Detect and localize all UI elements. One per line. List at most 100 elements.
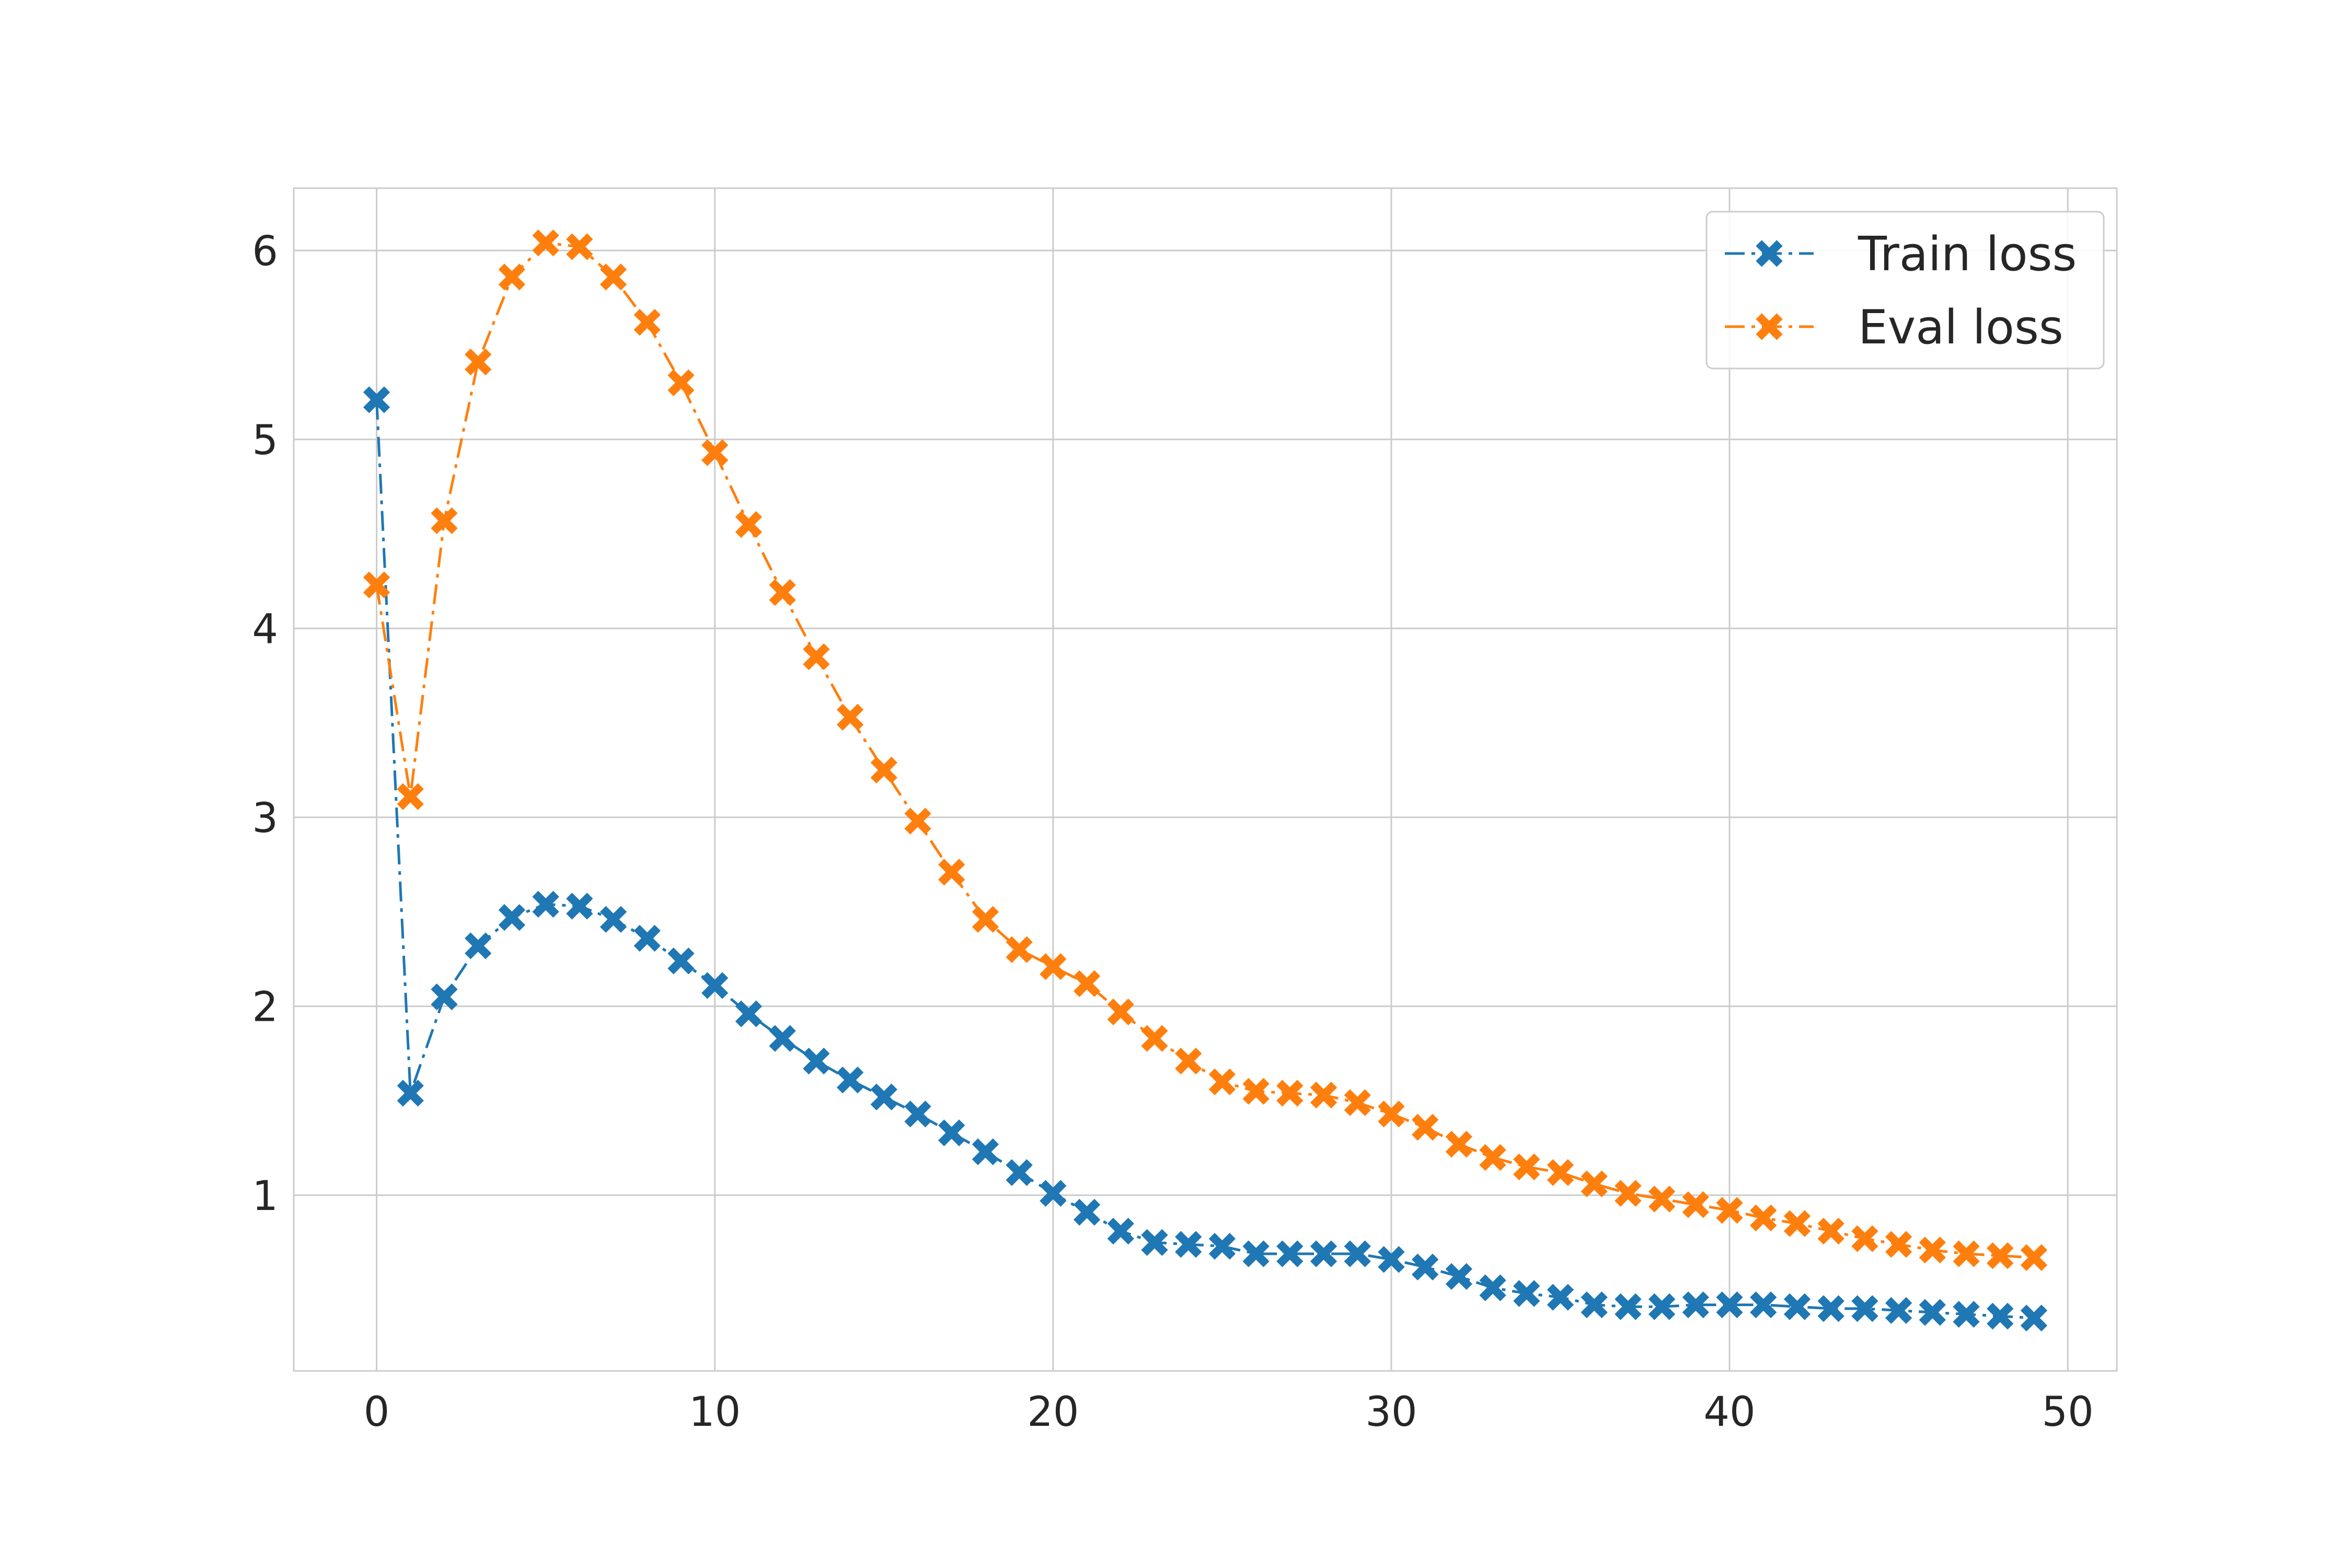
data-point-marker [599, 906, 627, 933]
legend-item: Eval loss [1725, 300, 2063, 355]
series-eval-loss [363, 229, 2048, 1271]
data-point-marker [836, 704, 864, 731]
data-point-marker [1750, 1204, 1777, 1231]
legend-box [1705, 211, 2105, 370]
data-point-marker [1851, 1225, 1878, 1252]
data-point-marker [1547, 1284, 1574, 1311]
data-point-marker [1919, 1299, 1946, 1326]
data-point-marker [2020, 1244, 2048, 1271]
data-point-marker [532, 891, 559, 918]
data-point-marker [1885, 1297, 1912, 1324]
data-point-marker [1953, 1240, 1980, 1267]
y-tick-label: 5 [252, 417, 278, 464]
data-point-marker [397, 1079, 424, 1107]
data-point-marker [1006, 1159, 1033, 1186]
data-point-marker [363, 386, 390, 413]
data-point-marker [1953, 1300, 1980, 1328]
data-point-marker [836, 1066, 864, 1093]
data-point-marker [1648, 1185, 1676, 1213]
x-tick-label: 20 [1027, 1389, 1079, 1436]
plot-area-background [294, 188, 2117, 1371]
data-point-marker [1344, 1240, 1371, 1267]
y-tick-label: 4 [252, 606, 278, 653]
data-point-marker [1513, 1280, 1540, 1307]
data-point-marker [1682, 1291, 1709, 1319]
data-point-marker [1242, 1078, 1270, 1105]
data-point-marker [431, 507, 458, 534]
data-point-marker [1378, 1100, 1405, 1128]
data-point-marker [1581, 1170, 1608, 1197]
data-point-marker [1615, 1293, 1642, 1320]
series-layer [363, 229, 2048, 1332]
data-point-marker [701, 439, 729, 466]
data-point-marker [1445, 1263, 1472, 1290]
data-point-marker [1479, 1274, 1506, 1301]
data-point-marker [1547, 1159, 1574, 1186]
data-point-marker [1411, 1114, 1439, 1141]
data-point-marker [498, 263, 526, 291]
data-point-marker [769, 579, 796, 606]
data-point-marker [1344, 1089, 1371, 1116]
data-point-marker [1006, 936, 1033, 963]
data-point-marker [1378, 1246, 1405, 1273]
legend: Train loss Eval loss [1705, 211, 2105, 370]
data-point-marker [1817, 1295, 1844, 1322]
data-point-marker [1073, 970, 1101, 997]
data-point-marker [870, 1083, 897, 1111]
y-tick-label: 3 [252, 795, 278, 842]
data-point-marker [633, 309, 661, 336]
data-point-marker [803, 643, 830, 671]
plot-frame [293, 187, 2118, 1372]
data-point-marker [1783, 1293, 1811, 1320]
data-point-marker [1817, 1217, 1844, 1245]
data-point-marker [1276, 1240, 1304, 1267]
data-point-marker [1411, 1253, 1439, 1281]
data-point-marker [1716, 1197, 1743, 1224]
data-point-marker [1987, 1302, 2014, 1330]
data-point-marker [1581, 1291, 1608, 1319]
data-point-marker [938, 1119, 965, 1147]
legend-marker [1756, 240, 1783, 267]
data-point-marker [431, 983, 458, 1010]
data-point-marker [1479, 1144, 1506, 1171]
data-point-marker [566, 893, 593, 920]
data-point-marker [870, 756, 897, 784]
data-point-marker [904, 808, 931, 835]
data-point-marker [1445, 1131, 1472, 1158]
data-point-marker [1648, 1293, 1676, 1320]
x-tick-label: 30 [1365, 1389, 1417, 1436]
data-point-marker [667, 369, 695, 397]
data-point-marker [1040, 953, 1067, 981]
data-point-marker [1615, 1180, 1642, 1207]
y-tick-label: 1 [252, 1173, 278, 1220]
data-point-marker [363, 571, 390, 598]
data-point-marker [599, 263, 627, 291]
data-point-marker [1885, 1231, 1912, 1258]
data-point-marker [397, 783, 424, 810]
data-point-marker [1716, 1291, 1743, 1319]
x-tick-label: 10 [689, 1389, 741, 1436]
data-point-marker [1174, 1047, 1202, 1075]
data-point-marker [1242, 1240, 1270, 1267]
data-point-marker [803, 1047, 830, 1075]
x-tick-label: 50 [2042, 1389, 2094, 1436]
data-point-marker [1851, 1295, 1878, 1322]
data-point-marker [1513, 1153, 1540, 1181]
data-point-marker [465, 348, 492, 376]
grid-lines [294, 188, 2117, 1371]
legend-marker [1756, 313, 1783, 340]
data-point-marker [667, 947, 695, 975]
data-point-marker [1987, 1242, 2014, 1270]
data-point-marker [735, 1000, 763, 1028]
data-point-marker [769, 1025, 796, 1052]
x-tick-labels: 0 10 20 30 40 50 [364, 1389, 2094, 1436]
y-tick-label: 6 [252, 228, 278, 275]
data-point-marker [972, 906, 999, 933]
legend-label: Train loss [1858, 227, 2077, 282]
data-point-marker [498, 904, 526, 931]
y-tick-labels: 1 2 3 4 5 6 [252, 228, 278, 1220]
data-point-marker [735, 511, 763, 538]
data-point-marker [633, 925, 661, 952]
